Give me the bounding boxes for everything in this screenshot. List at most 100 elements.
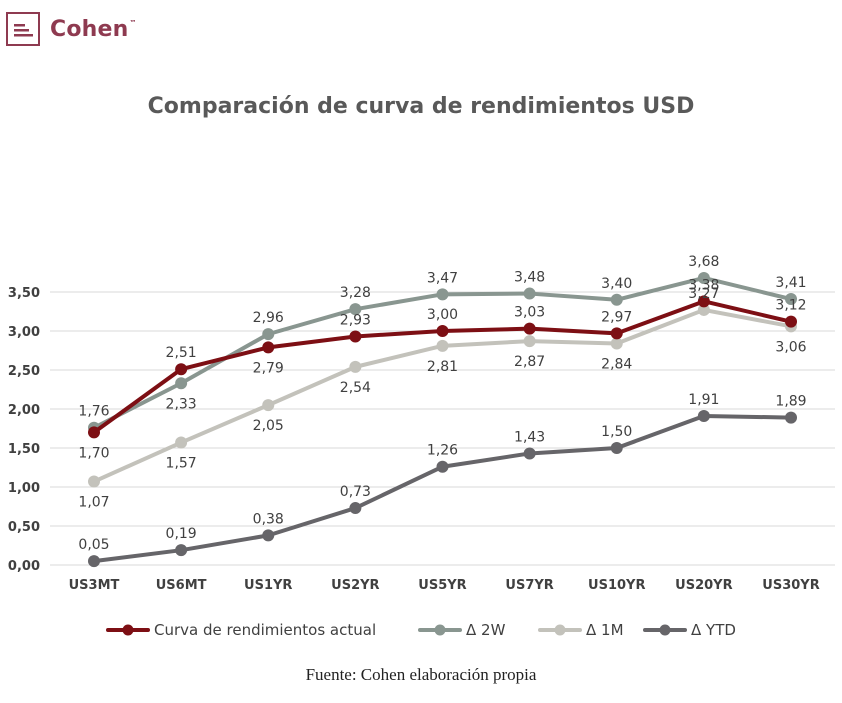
data-label: 3,48 <box>514 270 545 286</box>
data-point <box>349 330 362 343</box>
data-point <box>175 436 188 449</box>
data-point <box>175 363 188 376</box>
legend-marker <box>122 624 134 636</box>
series-line <box>92 414 793 564</box>
data-point <box>436 325 449 337</box>
y-tick-label: 2,50 <box>8 364 40 379</box>
data-label: 3,03 <box>514 305 545 321</box>
data-point <box>436 339 449 352</box>
legend-label: Δ 2W <box>466 621 506 639</box>
source-note: Fuente: Cohen elaboración propia <box>305 665 537 684</box>
data-label: 2,84 <box>601 356 632 372</box>
data-label: 2,54 <box>340 380 371 396</box>
data-label: 2,97 <box>601 309 632 325</box>
data-label: 2,93 <box>340 312 371 328</box>
data-point <box>697 410 710 423</box>
brand-logo: Cohen™ <box>6 12 137 46</box>
data-point <box>262 399 275 412</box>
data-label: 0,73 <box>340 484 371 500</box>
data-point <box>785 411 797 424</box>
data-point <box>523 335 536 348</box>
data-label: 3,40 <box>601 276 632 292</box>
data-point <box>523 322 536 335</box>
data-label: 3,06 <box>775 339 806 355</box>
x-tick-label: US3MT <box>69 578 120 593</box>
data-point <box>436 288 449 301</box>
data-point <box>697 271 710 284</box>
data-point <box>175 377 188 390</box>
data-label: 1,57 <box>166 456 197 472</box>
legend-marker <box>434 624 446 636</box>
data-point <box>523 447 536 460</box>
legend-marker <box>554 624 566 636</box>
cohen-logo-icon <box>6 12 40 46</box>
data-label: 3,41 <box>775 275 806 291</box>
data-point <box>262 529 275 542</box>
data-point <box>88 555 100 568</box>
data-point <box>349 360 362 373</box>
data-point <box>523 287 536 300</box>
data-label: 2,81 <box>427 359 458 375</box>
data-point <box>88 426 100 439</box>
chart-title: Comparación de curva de rendimientos USD <box>148 94 695 119</box>
data-point <box>610 327 623 340</box>
data-label: 2,05 <box>253 418 284 434</box>
data-point <box>88 475 100 488</box>
y-tick-label: 0,50 <box>8 520 40 535</box>
data-point <box>610 337 623 350</box>
data-label: 2,33 <box>166 396 197 412</box>
data-label: 3,27 <box>688 286 719 302</box>
data-label: 3,68 <box>688 254 719 270</box>
data-label: 3,12 <box>775 298 806 314</box>
data-label: 3,38 <box>688 277 719 293</box>
data-point <box>697 295 710 308</box>
y-tick-label: 3,00 <box>8 325 40 340</box>
data-label: 3,47 <box>427 270 458 286</box>
data-label: 1,91 <box>688 392 719 408</box>
y-tick-label: 0,00 <box>8 559 40 574</box>
data-label: 1,76 <box>78 404 109 420</box>
x-tick-label: US20YR <box>675 578 732 593</box>
data-label: 1,50 <box>601 424 632 440</box>
data-label: 0,19 <box>166 526 197 542</box>
data-point <box>610 442 623 454</box>
x-tick-label: US6MT <box>156 578 207 593</box>
data-label: 2,87 <box>514 354 545 370</box>
data-label: 1,89 <box>775 394 806 410</box>
data-label: 1,26 <box>427 443 458 459</box>
data-label: 1,70 <box>78 445 109 461</box>
data-label: 3,28 <box>340 285 371 301</box>
x-tick-label: US2YR <box>331 578 379 593</box>
legend-marker <box>659 624 671 636</box>
x-tick-label: US7YR <box>505 578 553 593</box>
data-point <box>785 293 797 306</box>
data-label: 2,96 <box>253 310 284 326</box>
legend-label: Curva de rendimientos actual <box>154 621 376 639</box>
data-point <box>349 303 362 316</box>
data-point <box>436 460 449 473</box>
data-label: 0,05 <box>78 537 109 553</box>
x-tick-label: US1YR <box>244 578 292 593</box>
data-point <box>262 341 275 354</box>
data-point <box>349 502 362 515</box>
data-point <box>175 544 188 557</box>
brand-name: Cohen™ <box>50 16 137 42</box>
data-label: 0,38 <box>253 511 284 527</box>
legend-label: Δ 1M <box>586 621 624 639</box>
data-label: 2,79 <box>253 360 284 376</box>
x-tick-label: US5YR <box>418 578 466 593</box>
yield-curve-chart: Comparación de curva de rendimientos USD… <box>8 94 835 639</box>
data-label: 3,00 <box>427 307 458 323</box>
data-point <box>697 303 710 316</box>
data-label: 1,07 <box>78 495 109 511</box>
y-tick-label: 1,00 <box>8 481 40 496</box>
data-point <box>785 315 797 328</box>
data-label: 2,51 <box>166 345 197 361</box>
x-tick-label: US10YR <box>588 578 645 593</box>
y-tick-label: 2,00 <box>8 403 40 418</box>
data-point <box>610 293 623 306</box>
y-tick-label: 1,50 <box>8 442 40 457</box>
x-tick-label: US30YR <box>762 578 819 593</box>
legend-label: Δ YTD <box>691 621 736 639</box>
y-tick-label: 3,50 <box>8 286 40 301</box>
